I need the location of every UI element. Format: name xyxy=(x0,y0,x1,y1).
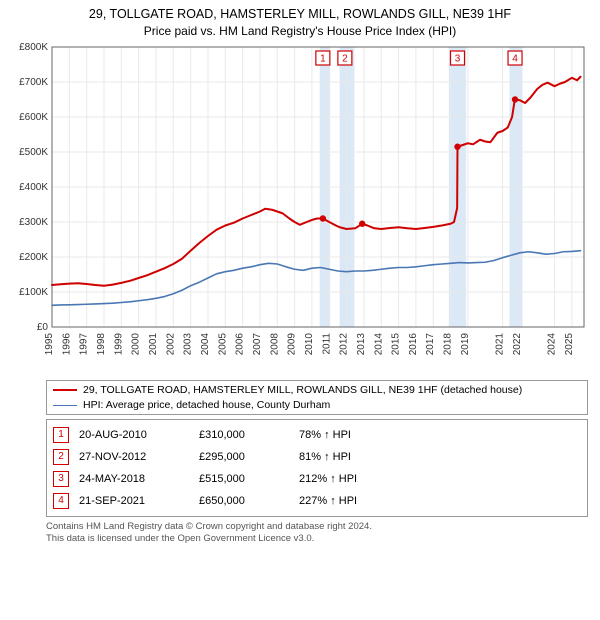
event-marker: 1 xyxy=(53,427,69,443)
svg-text:2000: 2000 xyxy=(131,333,142,356)
event-marker-cell: 4 xyxy=(53,490,79,512)
svg-text:2021: 2021 xyxy=(495,333,506,356)
event-pct: 227% ↑ HPI xyxy=(299,490,367,512)
title-line-2: Price paid vs. HM Land Registry's House … xyxy=(10,23,590,39)
event-pct: 78% ↑ HPI xyxy=(299,424,367,446)
chart-title: 29, TOLLGATE ROAD, HAMSTERLEY MILL, ROWL… xyxy=(10,6,590,39)
event-date: 24-MAY-2018 xyxy=(79,468,199,490)
legend-swatch xyxy=(53,405,77,406)
svg-text:4: 4 xyxy=(512,54,518,65)
svg-text:£400K: £400K xyxy=(19,182,48,193)
svg-text:2024: 2024 xyxy=(547,333,558,356)
svg-text:2014: 2014 xyxy=(373,333,384,356)
svg-text:2019: 2019 xyxy=(460,333,471,356)
footer-line-2: This data is licensed under the Open Gov… xyxy=(46,533,588,545)
event-marker: 3 xyxy=(53,471,69,487)
event-row: 1 20-AUG-2010£310,00078% ↑ HPI xyxy=(53,424,367,446)
svg-text:1996: 1996 xyxy=(61,333,72,356)
svg-text:£200K: £200K xyxy=(19,252,48,263)
svg-text:2022: 2022 xyxy=(512,333,523,356)
event-marker: 4 xyxy=(53,493,69,509)
svg-text:1999: 1999 xyxy=(113,333,124,356)
event-price: £310,000 xyxy=(199,424,299,446)
svg-text:1: 1 xyxy=(320,54,326,65)
svg-text:2006: 2006 xyxy=(235,333,246,356)
event-price: £515,000 xyxy=(199,468,299,490)
svg-text:2025: 2025 xyxy=(564,333,575,356)
svg-text:1997: 1997 xyxy=(79,333,90,356)
event-row: 2 27-NOV-2012£295,00081% ↑ HPI xyxy=(53,446,367,468)
svg-text:2017: 2017 xyxy=(425,333,436,356)
svg-text:2: 2 xyxy=(342,54,348,65)
events-table: 1 20-AUG-2010£310,00078% ↑ HPI 2 27-NOV-201… xyxy=(46,419,588,517)
svg-text:2018: 2018 xyxy=(443,333,454,356)
footer-line-1: Contains HM Land Registry data © Crown c… xyxy=(46,521,588,533)
event-marker-cell: 3 xyxy=(53,468,79,490)
svg-text:2009: 2009 xyxy=(287,333,298,356)
event-price: £295,000 xyxy=(199,446,299,468)
chart-svg: £0 £100K £200K £300K £400K £500K £600K £700K £80… xyxy=(10,41,590,371)
svg-text:2010: 2010 xyxy=(304,333,315,356)
event-marker-cell: 2 xyxy=(53,446,79,468)
svg-text:2004: 2004 xyxy=(200,333,211,356)
svg-text:£500K: £500K xyxy=(19,147,48,158)
legend-label: HPI: Average price, detached house, Coun… xyxy=(83,398,330,413)
svg-text:£100K: £100K xyxy=(19,287,48,298)
svg-text:2011: 2011 xyxy=(321,333,332,355)
legend-item: 29, TOLLGATE ROAD, HAMSTERLEY MILL, ROWL… xyxy=(53,383,581,398)
svg-text:£700K: £700K xyxy=(19,77,48,88)
svg-text:2002: 2002 xyxy=(165,333,176,356)
legend-item: HPI: Average price, detached house, Coun… xyxy=(53,398,581,413)
svg-text:£600K: £600K xyxy=(19,112,48,123)
svg-text:2003: 2003 xyxy=(183,333,194,356)
svg-text:3: 3 xyxy=(455,54,461,65)
svg-text:2005: 2005 xyxy=(217,333,228,356)
legend: 29, TOLLGATE ROAD, HAMSTERLEY MILL, ROWL… xyxy=(46,380,588,415)
svg-text:2008: 2008 xyxy=(269,333,280,356)
svg-text:2001: 2001 xyxy=(148,333,159,356)
event-row: 4 21-SEP-2021£650,000227% ↑ HPI xyxy=(53,490,367,512)
title-line-1: 29, TOLLGATE ROAD, HAMSTERLEY MILL, ROWL… xyxy=(10,6,590,23)
svg-text:£0: £0 xyxy=(37,322,49,333)
event-price: £650,000 xyxy=(199,490,299,512)
event-date: 21-SEP-2021 xyxy=(79,490,199,512)
svg-text:2007: 2007 xyxy=(252,333,263,356)
svg-text:1995: 1995 xyxy=(44,333,55,356)
event-date: 27-NOV-2012 xyxy=(79,446,199,468)
svg-text:2016: 2016 xyxy=(408,333,419,356)
legend-swatch xyxy=(53,389,77,391)
footer-copyright: Contains HM Land Registry data © Crown c… xyxy=(46,521,588,545)
event-marker: 2 xyxy=(53,449,69,465)
event-date: 20-AUG-2010 xyxy=(79,424,199,446)
svg-text:1998: 1998 xyxy=(96,333,107,356)
svg-text:£800K: £800K xyxy=(19,42,48,53)
event-row: 3 24-MAY-2018£515,000212% ↑ HPI xyxy=(53,468,367,490)
event-pct: 81% ↑ HPI xyxy=(299,446,367,468)
svg-text:2013: 2013 xyxy=(356,333,367,356)
chart: £0 £100K £200K £300K £400K £500K £600K £700K £80… xyxy=(10,41,590,376)
svg-text:£300K: £300K xyxy=(19,217,48,228)
svg-text:2012: 2012 xyxy=(339,333,350,356)
event-marker-cell: 1 xyxy=(53,424,79,446)
svg-text:2015: 2015 xyxy=(391,333,402,356)
page: 29, TOLLGATE ROAD, HAMSTERLEY MILL, ROWL… xyxy=(0,0,600,620)
event-pct: 212% ↑ HPI xyxy=(299,468,367,490)
legend-label: 29, TOLLGATE ROAD, HAMSTERLEY MILL, ROWL… xyxy=(83,383,522,398)
